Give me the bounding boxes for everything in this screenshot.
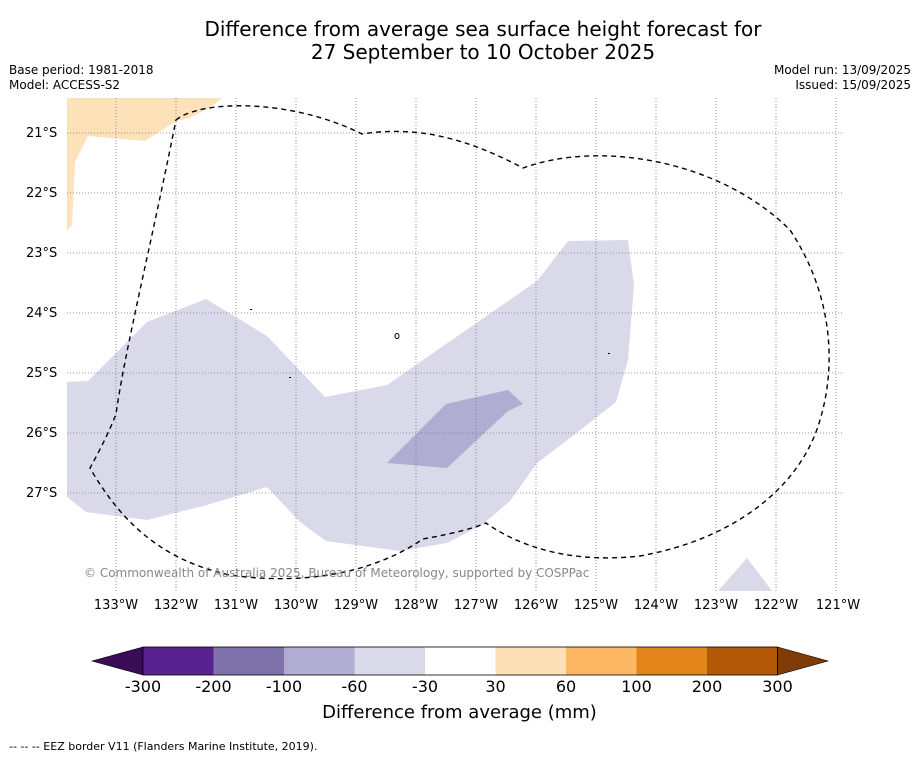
lon-label: 129°W (333, 598, 379, 613)
colorbar-bin (284, 647, 355, 675)
colorbar-tick: 200 (691, 677, 723, 696)
lon-label: 122°W (753, 598, 799, 613)
colorbar (90, 646, 830, 676)
negative-anomaly-region-small (718, 558, 772, 591)
colorbar-bin (495, 647, 566, 675)
colorbar-tick: 30 (485, 677, 506, 696)
lat-label: 24°S (26, 306, 58, 321)
lat-label: 22°S (26, 186, 58, 201)
lat-label: 26°S (26, 426, 58, 441)
colorbar-bin (213, 647, 284, 675)
colorbar-label: Difference from average (mm) (322, 702, 597, 723)
negative-anomaly-region-large (67, 240, 634, 551)
eez-border (89, 105, 830, 580)
base-period: Base period: 1981-2018 (9, 63, 154, 77)
lon-label: 127°W (453, 598, 499, 613)
lon-label: 126°W (513, 598, 559, 613)
positive-anomaly-region (67, 98, 222, 230)
lon-label: 132°W (153, 598, 199, 613)
colorbar-tick: -60 (341, 677, 368, 696)
island (289, 377, 291, 378)
colorbar-bin (425, 647, 496, 675)
lat-label: 27°S (26, 486, 58, 501)
colorbar-over-extension (777, 646, 830, 676)
colorbar-bin (707, 647, 778, 675)
copyright-text: © Commonwealth of Australia 2025, Bureau… (84, 566, 590, 580)
lon-label: 130°W (273, 598, 319, 613)
lon-label: 123°W (693, 598, 739, 613)
colorbar-under-extension (90, 646, 144, 676)
issued-date: Issued: 15/09/2025 (795, 78, 911, 92)
colorbar-tick: 300 (762, 677, 793, 696)
lon-label: 128°W (393, 598, 439, 613)
colorbar-tick: 60 (555, 677, 577, 696)
meta-left: Base period: 1981-2018 Model: ACCESS-S2 (9, 63, 154, 93)
lat-label: 25°S (26, 366, 58, 381)
colorbar-bin (143, 647, 214, 675)
lon-label: 125°W (573, 598, 619, 613)
colorbar-tick: 100 (621, 677, 652, 696)
map-title: Difference from average sea surface heig… (0, 18, 919, 64)
title-line-1: Difference from average sea surface heig… (204, 17, 762, 41)
model-run: Model run: 13/09/2025 (773, 63, 911, 77)
colorbar-tick: -100 (265, 677, 303, 696)
colorbar-tick: -30 (411, 677, 439, 696)
meta-right: Model run: 13/09/2025 Issued: 15/09/2025 (774, 63, 911, 93)
lat-label: 23°S (26, 246, 58, 261)
lon-label: 124°W (633, 598, 679, 613)
island (250, 309, 252, 310)
lat-label: 21°S (26, 126, 58, 141)
colorbar-tick: -300 (124, 677, 162, 696)
lon-label: 131°W (213, 598, 259, 613)
model-name: Model: ACCESS-S2 (9, 78, 121, 92)
eez-legend-note: -- -- -- EEZ border V11 (Flanders Marine… (9, 740, 318, 753)
colorbar-bin (354, 647, 425, 675)
island (608, 353, 610, 354)
colorbar-bin (636, 647, 707, 675)
title-line-2: 27 September to 10 October 2025 (310, 40, 656, 64)
colorbar-tick: -200 (195, 677, 232, 696)
moderate-negative-anomaly-region (387, 390, 523, 468)
lon-label: 133°W (93, 598, 139, 613)
island (394, 333, 400, 339)
graticule (67, 98, 842, 591)
colorbar-bin (566, 647, 637, 675)
lon-label: 121°W (815, 598, 861, 613)
